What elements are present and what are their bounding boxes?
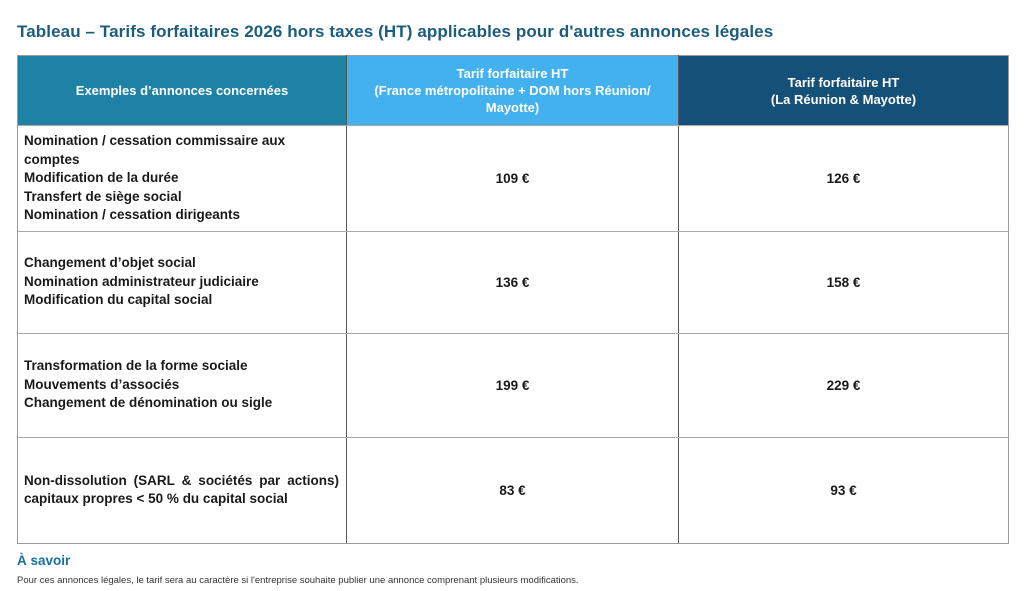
price-cell-reunion: 229 € — [678, 332, 1009, 438]
page-title: Tableau – Tarifs forfaitaires 2026 hors … — [17, 22, 774, 41]
table-header-row: Exemples d’annonces concernées Tarif for… — [17, 55, 1009, 126]
examples-cell: Nomination / cessation commissaire aux c… — [17, 125, 347, 232]
price-cell-metropole: 109 € — [346, 125, 679, 232]
column-header-examples: Exemples d’annonces concernées — [17, 55, 347, 126]
price-cell-metropole: 199 € — [346, 332, 679, 438]
footer-note: Pour ces annonces légales, le tarif sera… — [17, 574, 579, 586]
column-header-line1: Tarif forfaitaire HT — [456, 66, 569, 81]
column-header-line2: (France métropolitaine + DOM hors Réunio… — [374, 83, 651, 115]
price-cell-reunion: 93 € — [678, 436, 1009, 544]
example-line: Transformation de la forme sociale — [24, 358, 248, 374]
table-row: Non-dissolution (SARL & sociétés par act… — [17, 436, 1009, 544]
example-line: Nomination / cessation commissaire aux c… — [24, 133, 286, 167]
table-row: Changement d’objet social Nomination adm… — [17, 230, 1009, 334]
example-line: Non-dissolution (SARL & sociétés par act… — [24, 472, 339, 507]
pricing-table: Exemples d’annonces concernées Tarif for… — [17, 55, 1009, 544]
examples-cell: Non-dissolution (SARL & sociétés par act… — [17, 436, 347, 544]
table-row: Transformation de la forme sociale Mouve… — [17, 332, 1009, 438]
example-line: Transfert de siège social — [24, 188, 182, 204]
price-cell-metropole: 83 € — [346, 436, 679, 544]
table-row: Nomination / cessation commissaire aux c… — [17, 125, 1009, 232]
example-line: Modification du capital social — [24, 292, 213, 308]
example-line: Changement d’objet social — [24, 255, 196, 271]
price-cell-reunion: 158 € — [678, 230, 1009, 334]
document-page: Tableau – Tarifs forfaitaires 2026 hors … — [17, 0, 1009, 586]
price-cell-reunion: 126 € — [678, 125, 1009, 232]
example-line: Mouvements d’associés — [24, 376, 180, 392]
column-header-line1: Tarif forfaitaire HT — [787, 74, 900, 90]
examples-cell: Transformation de la forme sociale Mouve… — [17, 332, 347, 438]
column-header-tarif-reunion: Tarif forfaitaire HT (La Réunion & Mayot… — [678, 55, 1009, 126]
column-header-line2: (La Réunion & Mayotte) — [770, 91, 917, 107]
example-line: Nomination / cessation dirigeants — [24, 207, 241, 222]
column-header-label: Exemples d’annonces concernées — [75, 83, 289, 98]
examples-cell: Changement d’objet social Nomination adm… — [17, 230, 347, 334]
footer-heading: À savoir — [17, 552, 71, 568]
example-line: Modification de la durée — [24, 170, 179, 185]
example-line: Nomination administrateur judiciaire — [24, 273, 259, 289]
price-cell-metropole: 136 € — [346, 230, 679, 334]
example-line: Changement de dénomination ou sigle — [24, 395, 273, 411]
column-header-tarif-metropole: Tarif forfaitaire HT (France métropolita… — [346, 55, 679, 126]
